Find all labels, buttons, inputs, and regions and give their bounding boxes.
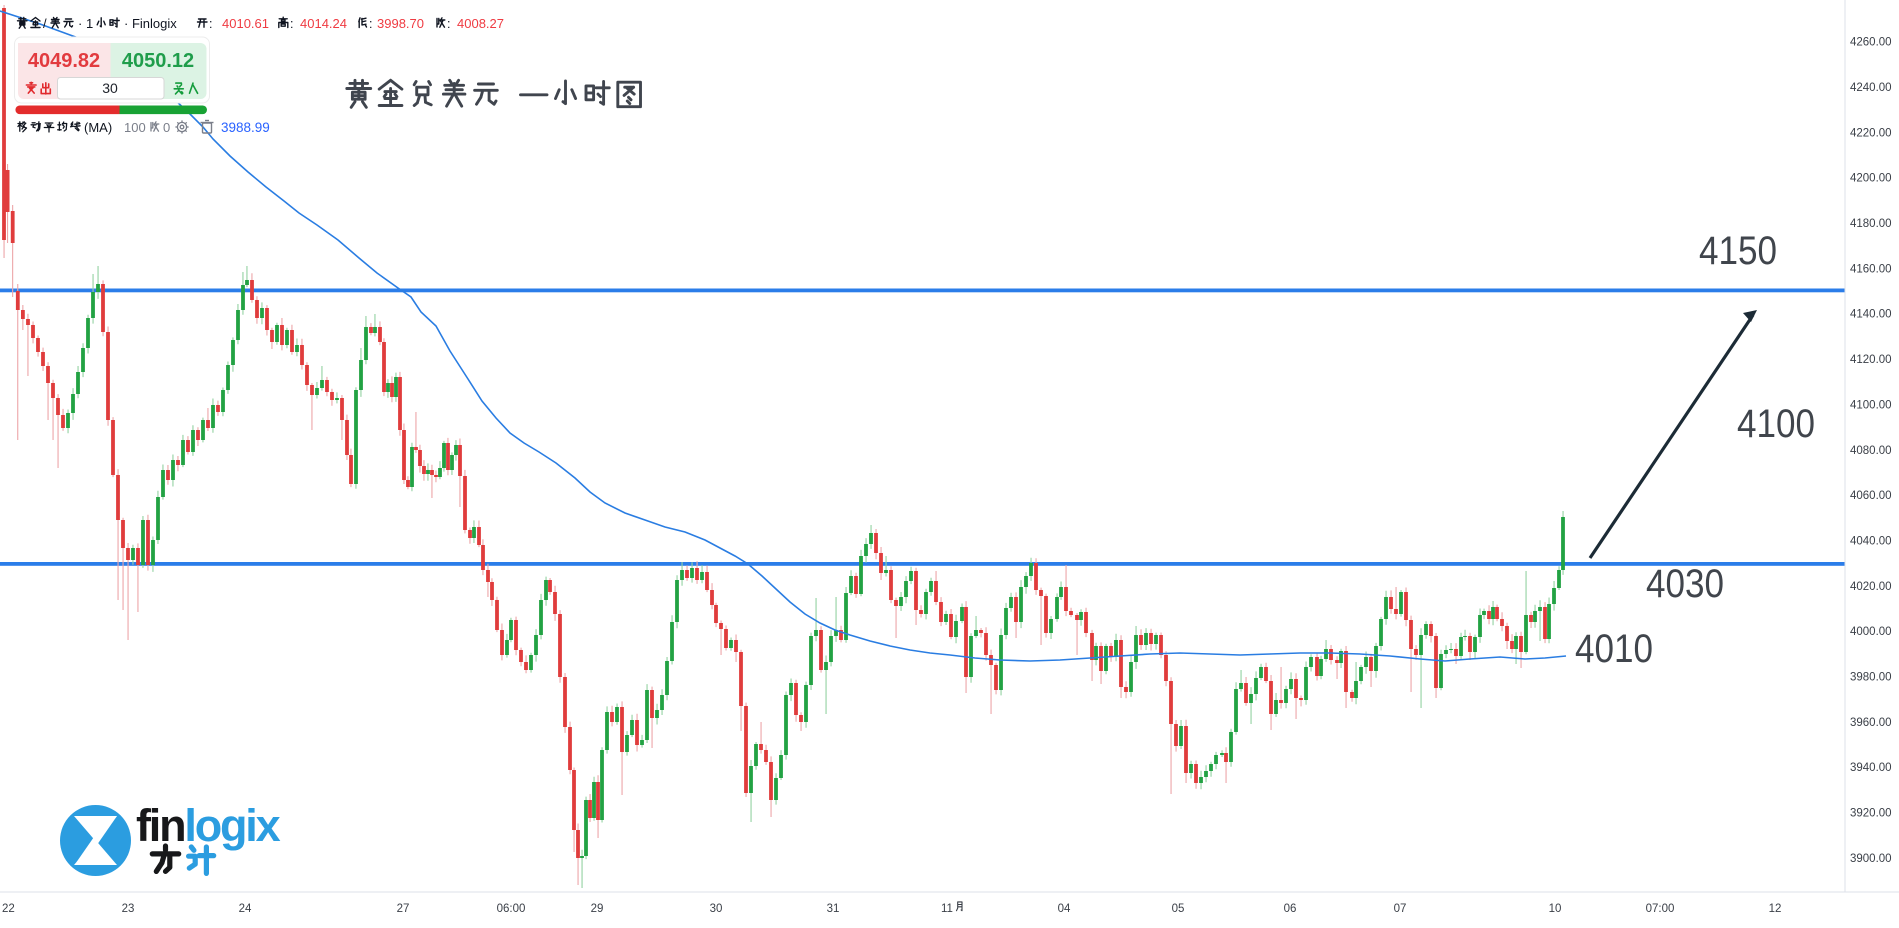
svg-text:finlogix: finlogix [136,800,281,851]
svg-text:4008.27: 4008.27 [457,16,504,31]
svg-text:4150: 4150 [1699,229,1777,273]
svg-text:4100: 4100 [1737,402,1815,446]
svg-text:(MA): (MA) [84,120,112,135]
svg-text:4120.00: 4120.00 [1850,354,1892,366]
svg-text:4100.00: 4100.00 [1850,399,1892,411]
svg-text:3998.70: 3998.70 [377,16,424,31]
svg-text::: : [290,17,293,31]
svg-text:4260.00: 4260.00 [1850,37,1892,49]
svg-text::: : [209,17,212,31]
svg-text:23: 23 [122,903,135,915]
svg-text:30: 30 [102,80,118,96]
svg-text:4049.82: 4049.82 [28,50,100,72]
svg-text:07:00: 07:00 [1646,903,1675,915]
svg-text:3940.00: 3940.00 [1850,762,1892,774]
svg-text:4140.00: 4140.00 [1850,309,1892,321]
svg-text:11: 11 [941,903,953,915]
svg-text:4080.00: 4080.00 [1850,445,1892,457]
svg-text:· 1: · 1 [78,16,93,31]
svg-text:4014.24: 4014.24 [300,16,347,31]
svg-text:3920.00: 3920.00 [1850,808,1892,820]
svg-text:06:00: 06:00 [497,903,526,915]
svg-text:4040.00: 4040.00 [1850,536,1892,548]
svg-text:100: 100 [124,120,146,135]
svg-text:4240.00: 4240.00 [1850,82,1892,94]
svg-text:4010.61: 4010.61 [222,16,269,31]
svg-text:22: 22 [2,903,15,915]
svg-text:4030: 4030 [1646,562,1724,606]
svg-text:05: 05 [1172,903,1185,915]
svg-text:0: 0 [163,120,170,135]
svg-text:24: 24 [239,903,252,915]
svg-text:· Finlogix: · Finlogix [124,16,177,31]
svg-text:27: 27 [397,903,410,915]
svg-text:31: 31 [827,903,840,915]
svg-text:3960.00: 3960.00 [1850,717,1892,729]
svg-text:4050.12: 4050.12 [122,50,194,72]
svg-text::: : [369,17,372,31]
svg-text:29: 29 [591,903,604,915]
svg-text:4000.00: 4000.00 [1850,626,1892,638]
svg-text:4160.00: 4160.00 [1850,263,1892,275]
svg-text:4020.00: 4020.00 [1850,581,1892,593]
svg-text:3980.00: 3980.00 [1850,672,1892,684]
svg-text:4200.00: 4200.00 [1850,173,1892,185]
svg-text:3988.99: 3988.99 [221,120,270,135]
svg-text:4220.00: 4220.00 [1850,127,1892,139]
svg-text:4180.00: 4180.00 [1850,218,1892,230]
svg-text:/: / [43,16,47,31]
svg-text:04: 04 [1058,903,1071,915]
svg-text:06: 06 [1284,903,1297,915]
svg-text:12: 12 [1769,903,1782,915]
svg-text:10: 10 [1549,903,1562,915]
svg-text:07: 07 [1394,903,1407,915]
svg-text:30: 30 [710,903,723,915]
svg-text:4060.00: 4060.00 [1850,490,1892,502]
svg-text:3900.00: 3900.00 [1850,853,1892,865]
svg-text::: : [447,17,450,31]
svg-text:4010: 4010 [1575,627,1653,671]
